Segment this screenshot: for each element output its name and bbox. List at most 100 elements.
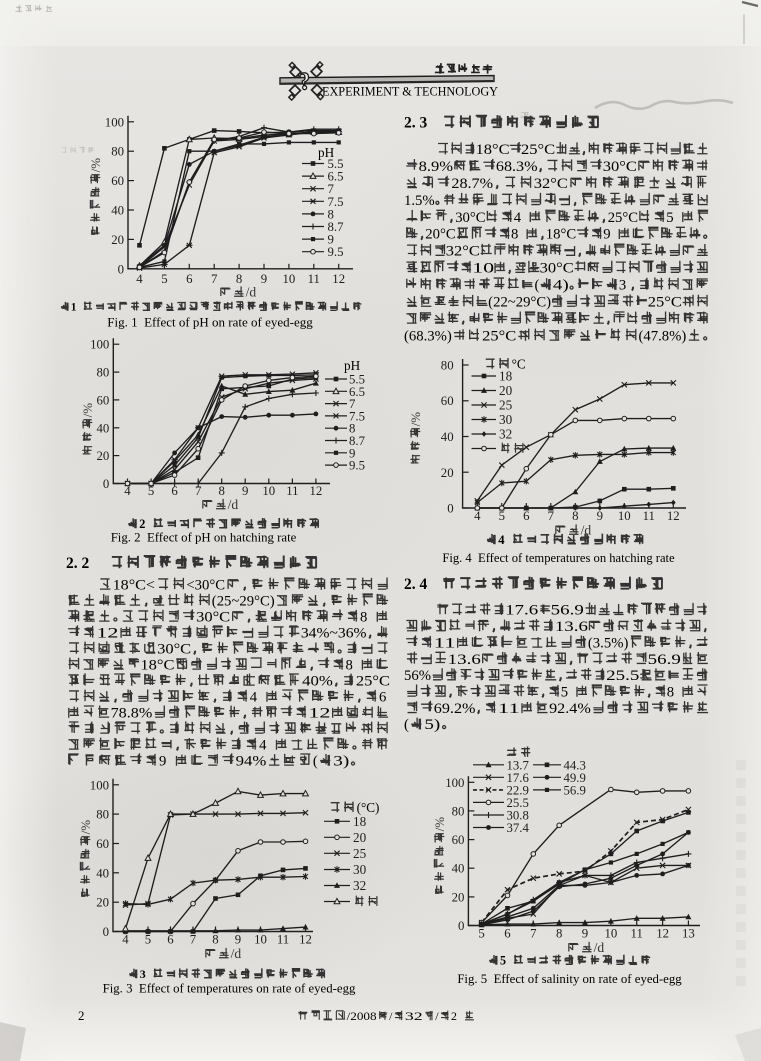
svg-text:20: 20 — [353, 830, 367, 845]
svg-text:40: 40 — [97, 421, 110, 435]
svg-text:32: 32 — [353, 878, 366, 893]
svg-text:37.4: 37.4 — [507, 821, 530, 835]
svg-text:25°C: 25°C — [521, 142, 555, 158]
svg-text:40: 40 — [452, 862, 465, 876]
svg-text:0: 0 — [118, 262, 124, 276]
svg-text:7: 7 — [548, 509, 555, 523]
svg-text:5: 5 — [561, 685, 568, 701]
svg-text:7: 7 — [190, 933, 197, 947]
svg-text:5: 5 — [500, 954, 506, 968]
svg-text:80: 80 — [111, 145, 124, 159]
svg-text:pH: pH — [318, 145, 335, 160]
svg-text:20: 20 — [441, 466, 454, 480]
svg-text:11: 11 — [308, 272, 320, 286]
svg-text:8: 8 — [346, 658, 353, 674]
svg-text:30°C: 30°C — [196, 610, 230, 626]
svg-text:4: 4 — [250, 690, 258, 706]
svg-text:8.9%: 8.9% — [419, 159, 453, 175]
svg-text:30: 30 — [499, 412, 513, 427]
svg-text:56%: 56% — [404, 668, 431, 684]
svg-text:/%: /% — [432, 817, 447, 832]
svg-text:60: 60 — [452, 833, 465, 847]
svg-text:60: 60 — [96, 837, 109, 851]
svg-text:9: 9 — [261, 272, 267, 286]
svg-text:11: 11 — [277, 933, 289, 947]
svg-text:8.7: 8.7 — [328, 220, 345, 234]
svg-text:25°C: 25°C — [482, 328, 516, 344]
svg-text:4: 4 — [259, 738, 267, 754]
svg-text:30°C: 30°C — [603, 159, 637, 175]
svg-text:Fig. 1 Effect of pH on rate o: Fig. 1 Effect of pH on rate of eyed-egg — [107, 315, 313, 330]
svg-text:80: 80 — [96, 808, 109, 822]
svg-text:6: 6 — [379, 690, 386, 706]
svg-text:/d: /d — [246, 285, 257, 300]
svg-text:9: 9 — [159, 754, 166, 770]
svg-text:/%: /% — [88, 158, 103, 173]
svg-text:6: 6 — [186, 272, 193, 286]
svg-text:11: 11 — [286, 484, 298, 498]
svg-text:0: 0 — [103, 925, 109, 939]
svg-text:7: 7 — [530, 927, 537, 941]
svg-text:8: 8 — [218, 484, 224, 498]
svg-text:40: 40 — [96, 866, 109, 880]
svg-text:8: 8 — [360, 610, 367, 626]
svg-text:20: 20 — [97, 449, 110, 463]
svg-text:40: 40 — [441, 430, 454, 444]
svg-text:100: 100 — [90, 338, 109, 352]
svg-text:80: 80 — [97, 366, 110, 380]
svg-text:Fig. 5 Effect of salinity on: Fig. 5 Effect of salinity on rate of eye… — [457, 972, 682, 986]
svg-text:11: 11 — [498, 701, 520, 717]
svg-text:/: / — [389, 1009, 393, 1023]
svg-text:9.5: 9.5 — [328, 245, 344, 259]
svg-text:18°C<: 18°C< — [113, 578, 155, 594]
svg-text:18°C: 18°C — [476, 142, 510, 158]
svg-text:100: 100 — [90, 778, 109, 792]
svg-text:4): 4) — [553, 278, 569, 294]
svg-text:18: 18 — [353, 814, 367, 829]
svg-text:6: 6 — [523, 509, 530, 523]
svg-text:4: 4 — [498, 533, 505, 547]
svg-text:78.8%: 78.8% — [111, 706, 153, 722]
svg-text:40: 40 — [111, 204, 124, 218]
svg-text:(47.8%): (47.8%) — [639, 328, 687, 344]
svg-text:/%: /% — [80, 403, 95, 418]
svg-text:56.9: 56.9 — [648, 652, 681, 668]
svg-text:80: 80 — [441, 359, 454, 373]
svg-text:Fig. 4 Effect of temperatures: Fig. 4 Effect of temperatures on hatchin… — [442, 551, 675, 565]
svg-text:9: 9 — [603, 227, 610, 243]
svg-text:12: 12 — [667, 509, 680, 523]
svg-text:12: 12 — [96, 626, 118, 642]
svg-text:2: 2 — [451, 1009, 457, 1023]
svg-text:3): 3) — [333, 754, 349, 770]
svg-text:13.7: 13.7 — [507, 758, 530, 772]
svg-text:6: 6 — [504, 927, 511, 941]
svg-text:/d: /d — [594, 940, 605, 955]
svg-text:100: 100 — [105, 115, 124, 129]
svg-text:9: 9 — [349, 446, 355, 460]
svg-text:20°C: 20°C — [425, 227, 455, 243]
svg-text:10: 10 — [472, 261, 494, 277]
svg-text:18°C: 18°C — [140, 658, 174, 674]
svg-text:11: 11 — [631, 927, 643, 941]
svg-text:4: 4 — [136, 272, 143, 286]
svg-text:EXPERIMENT & TECHNOLOGY: EXPERIMENT & TECHNOLOGY — [322, 85, 498, 99]
svg-text:5.5: 5.5 — [349, 373, 365, 387]
svg-text:7: 7 — [328, 182, 335, 196]
svg-text:7: 7 — [195, 484, 202, 498]
svg-text:5: 5 — [161, 272, 167, 286]
svg-text:5: 5 — [666, 210, 673, 226]
svg-text:(: ( — [535, 278, 540, 294]
svg-text:7.5: 7.5 — [328, 195, 344, 209]
svg-text:12: 12 — [308, 706, 330, 722]
svg-text:10: 10 — [605, 927, 618, 941]
svg-text:18°C: 18°C — [546, 227, 576, 243]
svg-text:2. 3: 2. 3 — [404, 115, 428, 132]
svg-text:25°C: 25°C — [648, 295, 682, 311]
svg-text:30°C: 30°C — [455, 210, 485, 226]
svg-text:11: 11 — [643, 509, 655, 523]
svg-text:6: 6 — [167, 933, 174, 947]
svg-text:8: 8 — [349, 422, 355, 436]
svg-text:69.2%: 69.2% — [434, 701, 476, 717]
svg-text:32°C: 32°C — [446, 244, 480, 260]
svg-text:8: 8 — [212, 933, 218, 947]
